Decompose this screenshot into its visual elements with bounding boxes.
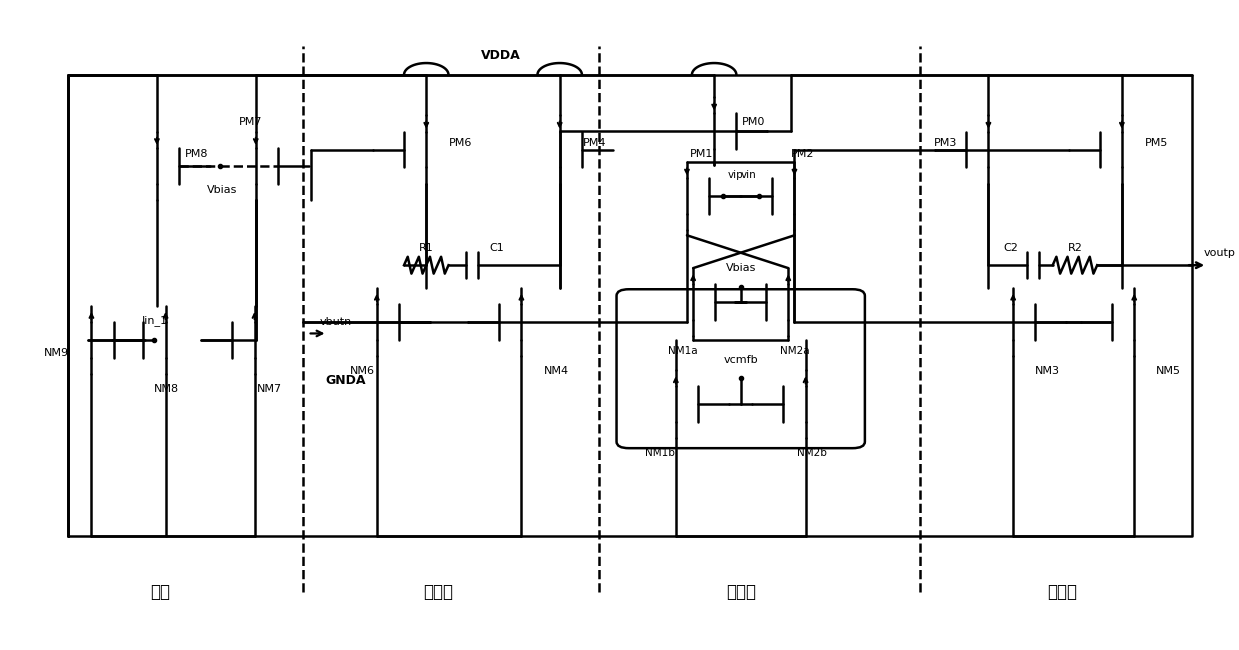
Text: vin: vin — [741, 170, 757, 180]
Text: PM1: PM1 — [690, 149, 714, 159]
Text: PM0: PM0 — [742, 116, 766, 127]
Text: vcmfb: vcmfb — [724, 355, 758, 365]
Text: Vbias: Vbias — [726, 263, 757, 273]
Text: NM2b: NM2b — [797, 448, 826, 458]
Text: NM8: NM8 — [154, 384, 180, 394]
Text: NM1a: NM1a — [669, 346, 698, 356]
Text: PM8: PM8 — [185, 149, 208, 159]
Text: VDDA: VDDA — [481, 49, 520, 62]
Text: NM3: NM3 — [1036, 365, 1061, 376]
Text: Vbias: Vbias — [207, 185, 238, 196]
Text: R2: R2 — [1068, 242, 1083, 253]
Text: NM2a: NM2a — [779, 346, 809, 356]
Text: 偏置: 偏置 — [151, 582, 171, 601]
Text: NM7: NM7 — [256, 384, 282, 394]
Text: NM1b: NM1b — [644, 448, 675, 458]
Text: 第一级: 第一级 — [726, 582, 756, 601]
Text: NM9: NM9 — [45, 348, 69, 358]
Text: PM2: PM2 — [792, 149, 815, 159]
Text: PM5: PM5 — [1145, 138, 1168, 148]
Text: Iin_1: Iin_1 — [141, 315, 167, 326]
Text: C2: C2 — [1004, 242, 1018, 253]
Text: PM7: PM7 — [239, 116, 263, 127]
Text: PM4: PM4 — [582, 138, 606, 148]
Text: 第二级: 第二级 — [1047, 582, 1078, 601]
Text: PM3: PM3 — [933, 138, 957, 148]
Text: vip: vip — [727, 170, 743, 180]
Text: voutp: voutp — [1203, 248, 1235, 259]
Text: PM6: PM6 — [450, 138, 472, 148]
Text: vbutn: vbutn — [320, 317, 352, 327]
Text: NM6: NM6 — [349, 365, 374, 376]
Text: NM4: NM4 — [544, 365, 569, 376]
Text: 第二级: 第二级 — [424, 582, 453, 601]
Text: GNDA: GNDA — [326, 374, 367, 387]
Text: NM5: NM5 — [1156, 365, 1181, 376]
Text: C1: C1 — [489, 242, 504, 253]
Text: R1: R1 — [419, 242, 434, 253]
